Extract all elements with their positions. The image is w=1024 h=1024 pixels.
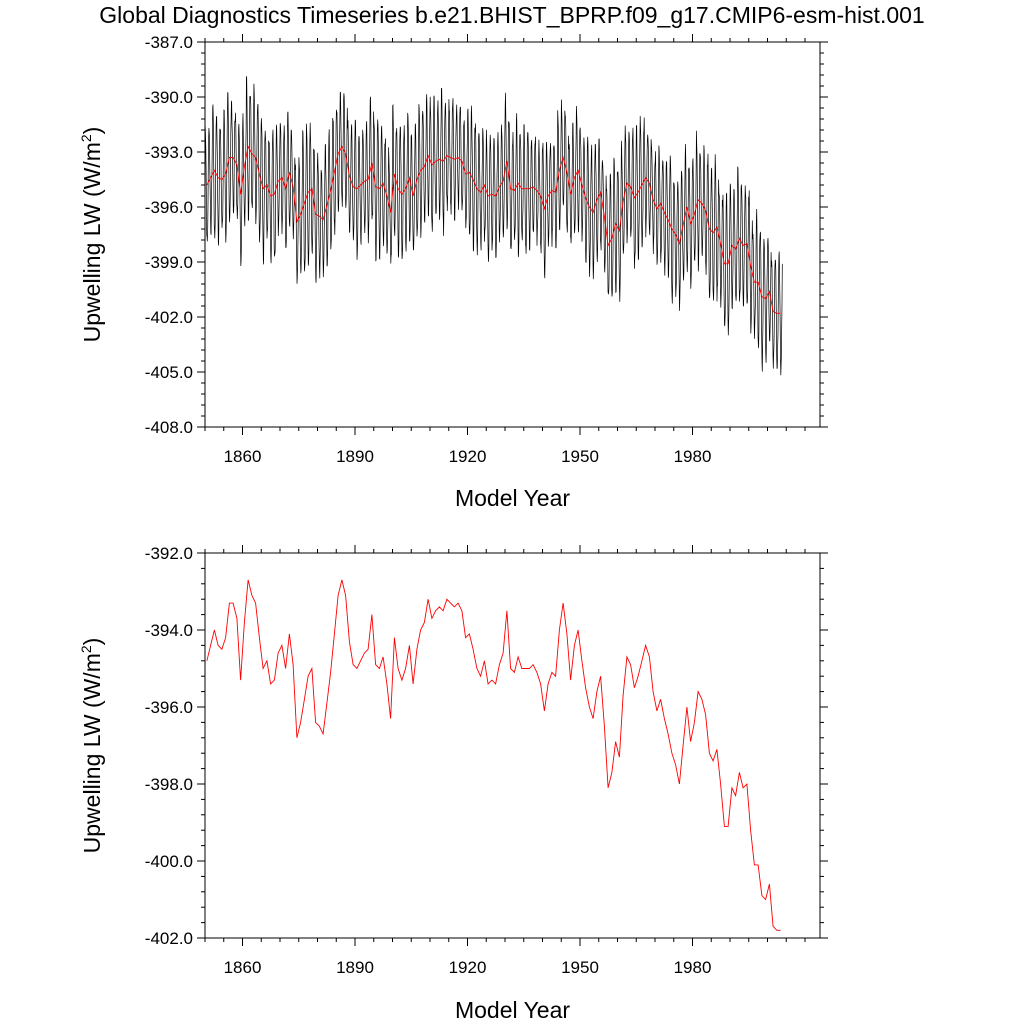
bottom-xtick-label: 1890 [336,958,374,977]
bottom-ytick-label: -398.0 [145,775,193,794]
bottom-panel: 1860 1890 1920 1950 1980 -392.0 -394.0 -396.0 -3… [78,544,828,1023]
top-xtick-label: 1950 [561,447,599,466]
top-ytick-label: -405.0 [145,363,193,382]
top-xtick-label: 1890 [336,447,374,466]
top-ytick-label: -399.0 [145,253,193,272]
bottom-ytick-label: -396.0 [145,698,193,717]
bottom-ytick-label: -394.0 [145,621,193,640]
top-series-annual [206,145,781,314]
bottom-xtick-label: 1860 [224,958,262,977]
page-title: Global Diagnostics Timeseries b.e21.BHIS… [99,2,925,28]
top-ytick-label: -408.0 [145,418,193,437]
bottom-xlabel: Model Year [455,997,570,1023]
top-ytick-label: -402.0 [145,308,193,327]
top-xtick-label: 1980 [674,447,712,466]
top-ytick-label: -390.0 [145,88,193,107]
top-ytick-label: -396.0 [145,198,193,217]
top-ytick-label: -387.0 [145,33,193,52]
bottom-series-annual [206,579,781,931]
bottom-xtick-label: 1920 [449,958,487,977]
bottom-ytick-label: -392.0 [145,544,193,563]
top-xlabel: Model Year [455,485,570,511]
bottom-xtick-label: 1980 [674,958,712,977]
top-panel: 1860 1890 1920 1950 1980 -387.0 -390.0 -393.0 -3… [78,33,828,511]
top-xtick-label: 1920 [449,447,487,466]
bottom-plot-frame [204,552,821,939]
top-xtick-label: 1860 [224,447,262,466]
bottom-xtick-label: 1950 [561,958,599,977]
top-series-monthly [204,76,783,376]
top-plot-frame [204,41,821,428]
top-ylabel: Upwelling LW (W/m2) [78,127,105,343]
top-ytick-label: -393.0 [145,143,193,162]
bottom-ylabel: Upwelling LW (W/m2) [78,638,105,854]
bottom-ytick-label: -402.0 [145,929,193,948]
bottom-ytick-label: -400.0 [145,852,193,871]
